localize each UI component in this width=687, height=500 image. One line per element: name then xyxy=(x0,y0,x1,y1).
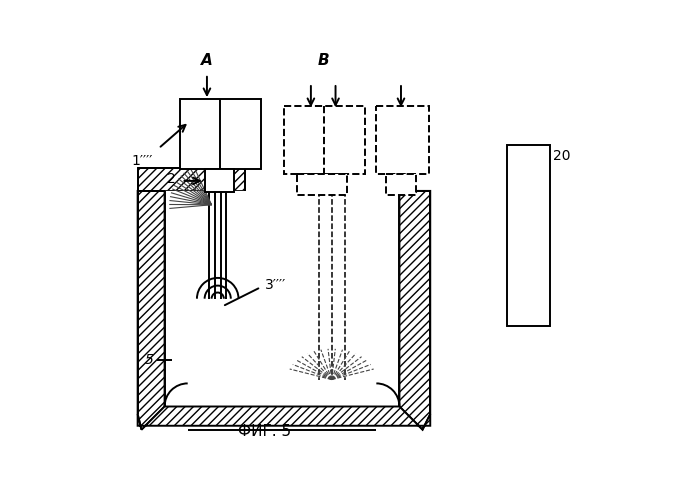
Polygon shape xyxy=(137,168,245,191)
Bar xyxy=(376,106,429,174)
Text: 1′′′′: 1′′′′ xyxy=(132,154,153,168)
Bar xyxy=(205,170,234,192)
Polygon shape xyxy=(137,191,165,430)
Polygon shape xyxy=(165,191,399,406)
Bar xyxy=(180,98,261,170)
Text: 20: 20 xyxy=(554,148,571,162)
Polygon shape xyxy=(137,406,430,430)
Text: ФИГ. 5: ФИГ. 5 xyxy=(238,424,291,439)
Bar xyxy=(297,174,347,195)
Polygon shape xyxy=(399,191,430,430)
Text: 3′′′′: 3′′′′ xyxy=(264,278,286,292)
Text: 2: 2 xyxy=(167,172,175,186)
Text: 5: 5 xyxy=(145,354,154,368)
Bar xyxy=(284,106,365,174)
Text: A: A xyxy=(201,52,213,68)
Bar xyxy=(386,174,416,195)
Bar xyxy=(507,144,550,326)
Text: B: B xyxy=(318,52,330,68)
